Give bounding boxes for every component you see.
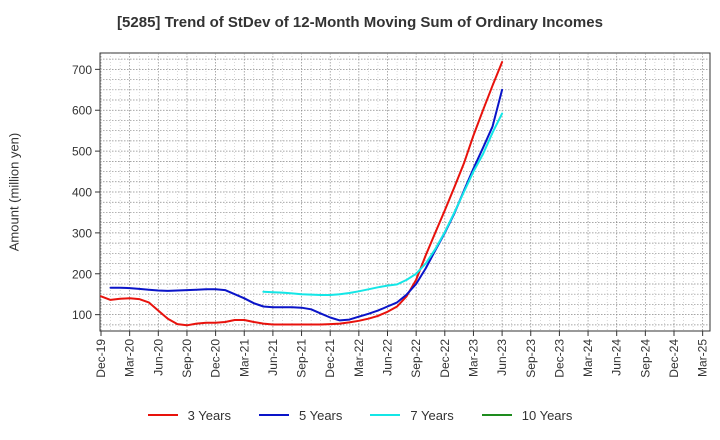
chart-title: [5285] Trend of StDev of 12-Month Moving…	[117, 14, 603, 31]
x-tick-label: Sep-21	[295, 339, 309, 378]
x-tick-label: Mar-24	[581, 339, 595, 377]
x-tick-label: Sep-24	[638, 339, 652, 378]
legend-item-5-years: 5 Years	[259, 408, 342, 423]
x-tick-label: Jun-20	[151, 339, 165, 376]
x-tick-label: Mar-20	[123, 339, 137, 377]
x-tick-label: Sep-22	[409, 339, 423, 378]
y-tick-label: 500	[72, 145, 92, 159]
legend-label-5-years: 5 Years	[299, 407, 343, 423]
y-tick-label: 700	[72, 63, 92, 77]
x-tick-label: Mar-25	[696, 339, 710, 377]
x-tick-label: Dec-21	[323, 339, 337, 378]
y-tick-label: 300	[72, 226, 92, 240]
series-line-7-years	[262, 112, 504, 296]
legend-item-7-years: 7 Years	[370, 407, 454, 423]
legend-label-7-years: 7 Years	[410, 407, 454, 423]
x-tick-label: Mar-23	[466, 339, 480, 377]
y-tick-label: 600	[72, 104, 92, 118]
legend-item-10-years: 10 Years	[481, 407, 573, 423]
legend-swatch-7-years	[370, 414, 401, 416]
x-tick-label: Dec-23	[552, 339, 566, 378]
legend-item-3-years: 3 Years	[147, 407, 231, 423]
x-tick-label: Dec-20	[209, 339, 223, 378]
axis-layer: 100 200 300 400 500 600 700 Dec-19 Mar-20 Jun-20 S…	[72, 63, 710, 378]
y-tick-label: 100	[72, 308, 92, 322]
x-tick-label: Jun-24	[610, 339, 624, 376]
series-line-3-years	[100, 61, 504, 327]
legend-swatch-3-years	[147, 414, 178, 416]
x-tick-label: Jun-23	[495, 339, 509, 376]
x-tick-label: Sep-20	[180, 339, 194, 378]
x-tick-label: Dec-19	[94, 339, 108, 378]
legend-swatch-10-years	[481, 414, 512, 416]
x-tick-label: Jun-21	[266, 339, 280, 376]
x-tick-label: Sep-23	[524, 339, 538, 378]
x-tick-label: Dec-24	[667, 339, 681, 378]
legend-label-3-years: 3 Years	[187, 407, 231, 423]
legend: 3 Years 5 Years 7 Years 10 Years	[0, 405, 720, 425]
x-tick-label: Dec-22	[438, 339, 452, 378]
series-layer	[100, 61, 504, 327]
legend-label-10-years: 10 Years	[521, 407, 573, 423]
x-tick-label: Jun-22	[381, 339, 395, 376]
legend-swatch-5-years	[259, 414, 289, 416]
grid-layer	[99, 52, 711, 332]
y-tick-label: 400	[72, 186, 92, 200]
x-tick-label: Mar-22	[352, 339, 366, 377]
x-tick-label: Mar-21	[237, 339, 251, 377]
y-tick-label: 200	[72, 267, 92, 281]
